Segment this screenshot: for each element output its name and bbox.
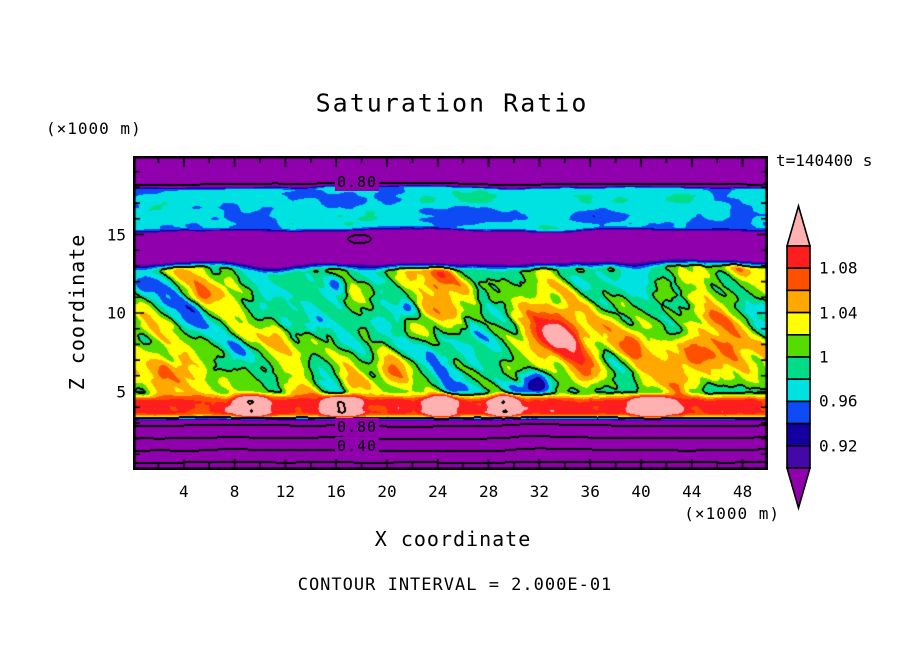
- plot-title: Saturation Ratio: [315, 88, 589, 118]
- x-tick-label: 44: [682, 482, 702, 501]
- colorbar: [785, 203, 812, 511]
- colorbar-arrow-above: [785, 203, 812, 247]
- colorbar-band: [786, 422, 811, 447]
- colorbar-band: [786, 289, 811, 314]
- time-stamp-label: t=140400 s: [776, 151, 873, 170]
- y-tick-label: 5: [116, 382, 126, 401]
- colorbar-band: [786, 400, 811, 425]
- contour-label-080-top: 0.80: [334, 173, 380, 191]
- x-tick-label: 16: [326, 482, 346, 501]
- contour-label-080-bottom: 0.80: [334, 418, 380, 436]
- y-axis-title: Z coordinate: [65, 233, 89, 391]
- x-tick-label: 36: [580, 482, 600, 501]
- x-axis-unit-label: (×1000 m): [684, 504, 780, 523]
- x-axis-title: X coordinate: [374, 527, 532, 551]
- colorbar-band: [786, 378, 811, 403]
- colorbar-band: [786, 245, 811, 270]
- x-tick-label: 12: [275, 482, 296, 501]
- y-tick-label: 15: [106, 225, 126, 244]
- y-tick-label: 10: [106, 303, 126, 323]
- colorbar-band: [786, 334, 811, 358]
- colorbar-band: [786, 445, 811, 469]
- x-tick-label: 40: [631, 482, 651, 501]
- colorbar-band: [786, 311, 811, 336]
- x-tick-label: 28: [478, 482, 499, 501]
- contour-label-040-bottom: 0.40: [334, 437, 380, 455]
- colorbar-tick-label: 1.08: [819, 258, 858, 278]
- colorbar-band: [786, 356, 811, 381]
- colorbar-band: [786, 267, 811, 292]
- x-tick-label: 8: [229, 482, 240, 501]
- colorbar-arrow-below: [785, 467, 812, 511]
- colorbar-tick-label: 1: [819, 347, 829, 367]
- contour-field-canvas: [133, 156, 768, 470]
- colorbar-tick-label: 0.92: [819, 436, 858, 456]
- colorbar-tick-label: 0.96: [819, 391, 858, 411]
- x-tick-label: 24: [428, 482, 448, 501]
- x-tick-label: 48: [732, 482, 753, 501]
- x-tick-label: 32: [529, 482, 550, 501]
- y-axis-unit-label: (×1000 m): [46, 119, 142, 138]
- colorbar-tick-label: 1.04: [819, 303, 858, 323]
- x-tick-label: 20: [377, 482, 397, 501]
- contour-interval-caption: CONTOUR INTERVAL = 2.000E-01: [297, 575, 613, 595]
- x-tick-label: 4: [178, 482, 189, 501]
